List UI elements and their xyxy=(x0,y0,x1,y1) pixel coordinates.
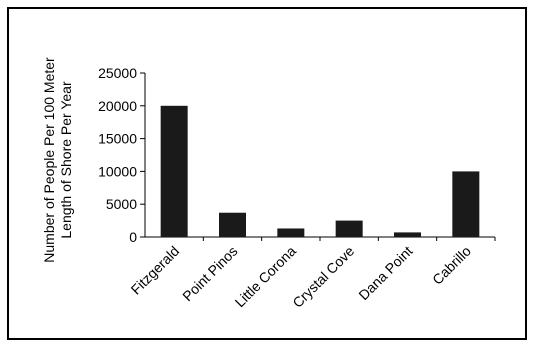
y-tick-label: 10000 xyxy=(98,163,137,179)
bar-dana-point xyxy=(394,232,421,237)
bar-point-pinos xyxy=(219,212,246,237)
x-tick-label: Cabrillo xyxy=(429,243,474,288)
bar-crystal-cove xyxy=(335,220,363,237)
x-tick-label: Dana Point xyxy=(355,243,415,303)
chart-frame xyxy=(7,7,527,340)
y-tick-label: 5000 xyxy=(106,196,137,212)
y-ticks: 0 5000 10000 15000 20000 25000 xyxy=(98,65,145,245)
y-axis-label-line-1: Number of People Per 100 Meter xyxy=(41,57,57,263)
y-axis-label-line-2: Length of Shore Per Year xyxy=(58,81,74,239)
y-tick-label: 0 xyxy=(129,229,137,245)
bars xyxy=(160,105,480,237)
bar-fitzgerald xyxy=(160,105,188,237)
y-tick-label: 20000 xyxy=(98,98,137,114)
y-tick-label: 25000 xyxy=(98,65,137,81)
y-axis-label: Number of People Per 100 Meter Length of… xyxy=(41,57,74,263)
x-tick-label: Fitzgerald xyxy=(128,243,183,298)
bar-little-corona xyxy=(277,228,305,237)
bar-cabrillo xyxy=(452,171,480,237)
x-tick-label: Point Pinos xyxy=(179,243,240,304)
axes xyxy=(144,73,495,238)
x-tick-label: Crystal Cove xyxy=(289,243,357,311)
y-tick-label: 15000 xyxy=(98,131,137,147)
